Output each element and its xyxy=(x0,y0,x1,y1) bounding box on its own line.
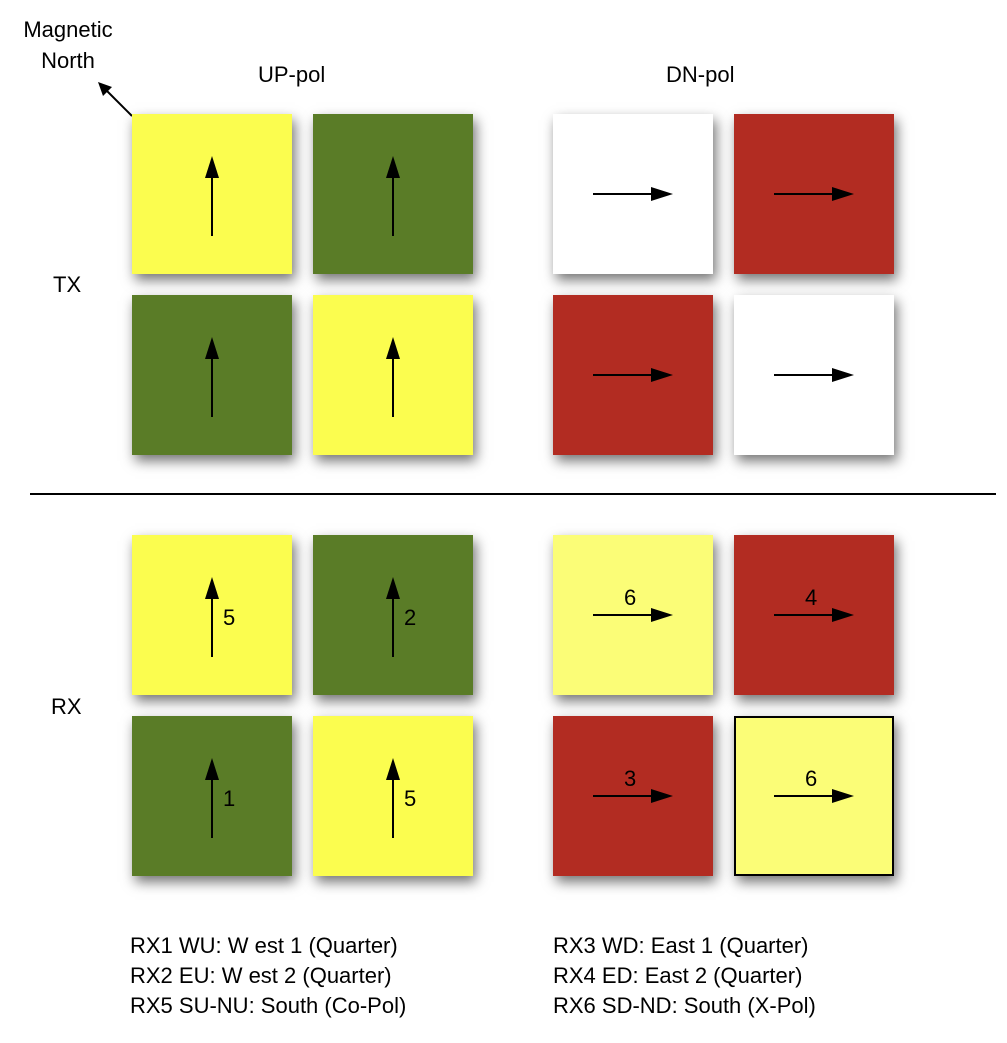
tx-tile xyxy=(132,295,292,455)
rx-tile: 2 xyxy=(313,535,473,695)
legend-item: RX5 SU-NU: South (Co-Pol) xyxy=(130,993,407,1018)
tile-number: 1 xyxy=(223,786,236,811)
magnetic-north-line2: North xyxy=(41,48,95,73)
north-arrow-icon xyxy=(98,82,133,117)
rx-tile: 5 xyxy=(313,716,473,876)
arrow-up-icon xyxy=(386,577,400,657)
tile-number: 5 xyxy=(223,605,236,630)
tx-tile xyxy=(734,295,894,455)
tile-number: 6 xyxy=(805,766,818,791)
tx-rx-divider xyxy=(30,493,996,495)
arrow-up-icon xyxy=(205,758,219,838)
arrow-up-icon xyxy=(386,337,400,417)
arrow-right-icon xyxy=(774,789,854,803)
tile-number: 6 xyxy=(624,585,637,610)
legend-item: RX1 WU: W est 1 (Quarter) xyxy=(130,933,398,958)
legend-item: RX6 SD-ND: South (X-Pol) xyxy=(553,993,816,1018)
tile-number: 3 xyxy=(624,766,637,791)
tile-number: 2 xyxy=(404,605,417,630)
legend-item: RX3 WD: East 1 (Quarter) xyxy=(553,933,809,958)
arrow-up-icon xyxy=(386,758,400,838)
rx-tile: 6 xyxy=(553,535,713,695)
legend-left: RX1 WU: W est 1 (Quarter) RX2 EU: W est … xyxy=(130,931,406,1021)
magnetic-north-label: Magnetic North xyxy=(10,14,126,76)
arrow-right-icon xyxy=(593,368,673,382)
arrow-right-icon xyxy=(774,187,854,201)
tile-number: 5 xyxy=(404,786,417,811)
rx-tile: 3 xyxy=(553,716,713,876)
legend-item: RX4 ED: East 2 (Quarter) xyxy=(553,963,803,988)
tile-number: 4 xyxy=(805,585,818,610)
legend-item: RX2 EU: W est 2 (Quarter) xyxy=(130,963,392,988)
rx-tile: 6 xyxy=(734,716,894,876)
rx-tile: 1 xyxy=(132,716,292,876)
rx-tile: 4 xyxy=(734,535,894,695)
rx-tile: 5 xyxy=(132,535,292,695)
arrow-right-icon xyxy=(774,608,854,622)
legend-right: RX3 WD: East 1 (Quarter) RX4 ED: East 2 … xyxy=(553,931,816,1021)
up-pol-header: UP-pol xyxy=(258,62,326,87)
arrow-up-icon xyxy=(205,156,219,236)
arrow-up-icon xyxy=(205,577,219,657)
arrow-up-icon xyxy=(386,156,400,236)
tx-tile xyxy=(553,295,713,455)
tx-row-label: TX xyxy=(53,272,82,297)
arrow-up-icon xyxy=(205,337,219,417)
arrow-right-icon xyxy=(593,608,673,622)
tx-tile xyxy=(313,295,473,455)
arrow-right-icon xyxy=(593,187,673,201)
tx-tile xyxy=(132,114,292,274)
tx-tile xyxy=(734,114,894,274)
tx-tile xyxy=(313,114,473,274)
magnetic-north-line1: Magnetic xyxy=(23,17,113,42)
arrow-right-icon xyxy=(774,368,854,382)
rx-row-label: RX xyxy=(51,694,82,719)
arrow-right-icon xyxy=(593,789,673,803)
dn-pol-header: DN-pol xyxy=(666,62,735,87)
tx-tile xyxy=(553,114,713,274)
